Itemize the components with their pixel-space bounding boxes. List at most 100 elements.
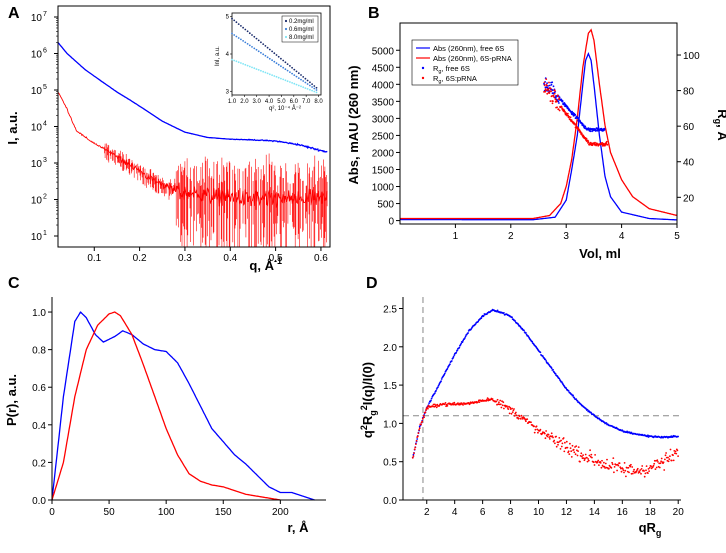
kratky-6s-prna-point bbox=[515, 411, 517, 414]
kratky-6s-prna-point bbox=[558, 437, 561, 439]
inset-point-series-3 bbox=[309, 88, 311, 91]
kratky-free6s-point bbox=[586, 408, 589, 411]
kratky-free6s-point bbox=[440, 380, 442, 382]
xtick-label: 6 bbox=[480, 507, 486, 518]
kratky-6s-prna-point bbox=[554, 442, 556, 445]
kratky-free6s-point bbox=[514, 320, 517, 322]
panel-b-data bbox=[400, 28, 678, 221]
kratky-6s-prna-point bbox=[587, 458, 590, 460]
inset-point-series-1 bbox=[297, 72, 300, 75]
kratky-6s-prna-point bbox=[653, 459, 656, 462]
legend-dot-rg-6s-prna bbox=[421, 76, 425, 80]
inset-point-series-1 bbox=[311, 83, 313, 85]
kratky-free6s-point bbox=[544, 358, 547, 361]
kratky-6s-prna-point bbox=[604, 462, 607, 465]
kratky-6s-prna-point bbox=[555, 435, 557, 438]
inset-point-series-3 bbox=[311, 89, 313, 92]
kratky-6s-prna-point bbox=[563, 450, 566, 453]
kratky-6s-prna-point bbox=[647, 468, 650, 470]
kratky-free6s-point bbox=[433, 392, 436, 395]
kratky-6s-prna-point bbox=[552, 436, 554, 439]
rg-6s-prna-point bbox=[577, 127, 580, 129]
kratky-6s-prna-point bbox=[499, 403, 502, 406]
rg-6s-prna-point bbox=[550, 90, 552, 93]
kratky-6s-prna-point bbox=[662, 461, 665, 464]
kratky-6s-prna-point bbox=[581, 455, 583, 458]
xtick-label: 8 bbox=[508, 507, 514, 518]
kratky-6s-prna-point bbox=[594, 454, 596, 456]
kratky-6s-prna-point bbox=[537, 431, 539, 434]
rg-free6s-point bbox=[603, 128, 606, 131]
inset-point-series-1 bbox=[248, 32, 251, 35]
kratky-6s-prna-point bbox=[536, 428, 539, 431]
rg-free6s-point bbox=[548, 84, 551, 87]
inset-point-series-1 bbox=[284, 61, 287, 64]
ytick-label: 2.0 bbox=[383, 343, 397, 354]
inset-point-series-1 bbox=[246, 30, 249, 33]
inset-point-series-3 bbox=[244, 63, 247, 66]
inset-point-series-3 bbox=[248, 65, 251, 68]
inset-point-series-3 bbox=[302, 86, 305, 89]
inset-point-series-2 bbox=[309, 84, 311, 87]
inset-point-series-1 bbox=[237, 23, 240, 25]
kratky-6s-prna-point bbox=[645, 469, 647, 472]
panel-d-data bbox=[403, 297, 681, 500]
rg-6s-prna-point bbox=[543, 81, 546, 84]
kratky-6s-prna-point bbox=[628, 471, 630, 474]
inset-point-series-3 bbox=[295, 83, 298, 86]
inset-point-series-1 bbox=[300, 74, 302, 76]
kratky-6s-prna-point bbox=[467, 402, 470, 404]
kratky-6s-prna-point bbox=[566, 446, 569, 449]
kratky-6s-prna-point bbox=[444, 402, 447, 404]
kratky-free6s-point bbox=[480, 317, 483, 320]
kratky-6s-prna-point bbox=[518, 415, 521, 418]
inset-ytick-label: 5 bbox=[226, 15, 230, 21]
kratky-6s-prna-point bbox=[611, 461, 613, 464]
ytick-label: 3500 bbox=[372, 97, 395, 108]
inset-xtick-label: 5.0 bbox=[277, 99, 286, 105]
ytick-label: 3000 bbox=[372, 114, 395, 125]
inset-point-series-1 bbox=[293, 68, 296, 71]
kratky-6s-prna-point bbox=[668, 458, 671, 460]
kratky-6s-prna-point bbox=[597, 459, 600, 462]
kratky-6s-prna-point bbox=[501, 400, 503, 403]
kratky-6s-prna-point bbox=[621, 467, 624, 470]
inset-point-series-3 bbox=[251, 66, 253, 69]
rg-6s-prna-point bbox=[604, 143, 607, 146]
kratky-6s-prna-point bbox=[533, 425, 535, 428]
xtick-label: 0.5 bbox=[269, 253, 283, 264]
kratky-6s-prna-point bbox=[513, 408, 515, 410]
kratky-free6s-point bbox=[460, 342, 463, 345]
xtick-label: 2 bbox=[508, 231, 514, 242]
kratky-6s-prna-point bbox=[422, 414, 425, 417]
ytick-label: 0.6 bbox=[32, 383, 46, 394]
ytick-label: 10 bbox=[31, 159, 43, 170]
inset-point-series-1 bbox=[251, 34, 253, 36]
inset-point-series-1 bbox=[302, 76, 305, 78]
kratky-free6s-point bbox=[545, 360, 547, 362]
inset-point-series-3 bbox=[315, 91, 318, 94]
inset-point-series-1 bbox=[255, 37, 258, 40]
kratky-free6s-point bbox=[452, 355, 455, 358]
rg-free6s-point bbox=[551, 81, 554, 84]
ytick-exponent: 5 bbox=[43, 84, 47, 91]
xtick-label: 50 bbox=[104, 507, 116, 518]
kratky-6s-prna-point bbox=[562, 437, 565, 439]
inset-point-series-1 bbox=[282, 59, 285, 62]
rg-6s-prna-point bbox=[549, 100, 552, 102]
legend-label-rg-free6s: Rg, free 6S bbox=[433, 64, 470, 75]
kratky-6s-prna-point bbox=[586, 456, 588, 459]
inset-point-series-2 bbox=[282, 66, 285, 69]
kratky-6s-prna-point bbox=[611, 463, 614, 466]
kratky-6s-prna-point bbox=[525, 420, 527, 423]
kratky-6s-prna-point bbox=[521, 418, 524, 420]
inset-point-series-3 bbox=[237, 61, 240, 64]
kratky-6s-prna-point bbox=[425, 409, 427, 411]
kratky-6s-prna-point bbox=[459, 403, 462, 406]
rg-free6s-point bbox=[577, 118, 580, 120]
panel-c-xticks: 0 50 100 150 200 bbox=[49, 500, 289, 518]
xtick-label: 200 bbox=[272, 507, 289, 518]
kratky-6s-prna-point bbox=[623, 471, 625, 474]
kratky-free6s-point bbox=[449, 363, 451, 366]
kratky-6s-prna-point bbox=[610, 467, 613, 469]
